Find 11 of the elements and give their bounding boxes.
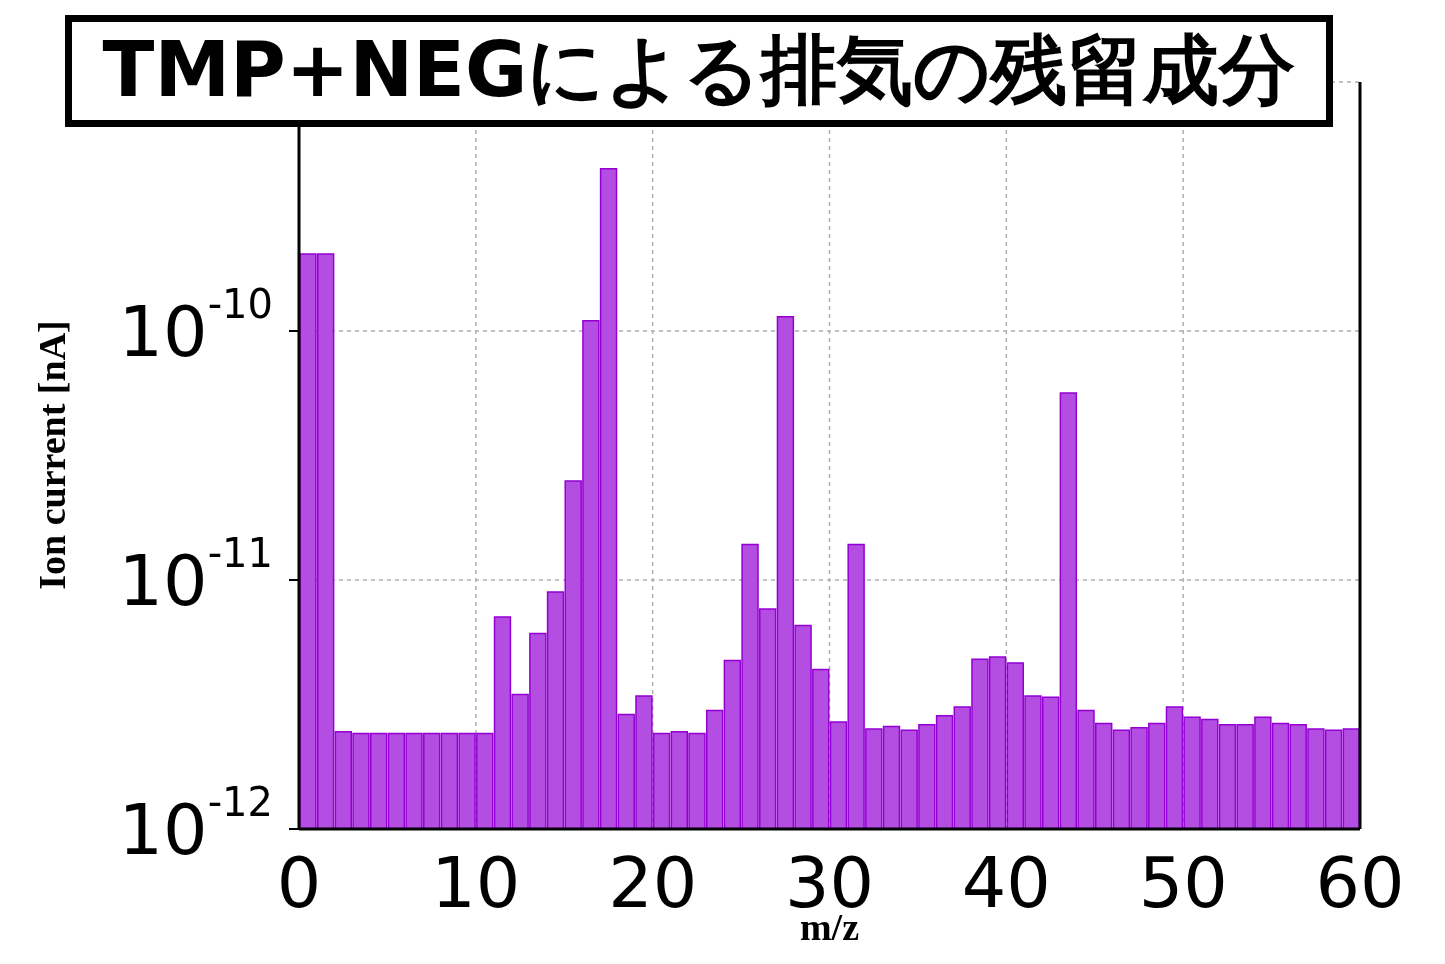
chart-title: TMP+NEGによる排気の残留成分 [102, 23, 1296, 116]
y-tick-label: 10$^{-11}$ [118, 530, 273, 622]
x-tick-label: 60 [1315, 842, 1405, 924]
x-tick-label: 50 [1138, 842, 1228, 924]
x-tick-label: 40 [961, 842, 1051, 924]
y-axis-title: Ion current [nA] [31, 320, 73, 590]
x-tick-label: 20 [608, 842, 698, 924]
y-tick-label: 10$^{-12}$ [118, 779, 273, 871]
x-tick-label: 0 [276, 842, 322, 924]
x-tick-label: 10 [431, 842, 521, 924]
y-tick-label: 10$^{-10}$ [118, 281, 273, 373]
